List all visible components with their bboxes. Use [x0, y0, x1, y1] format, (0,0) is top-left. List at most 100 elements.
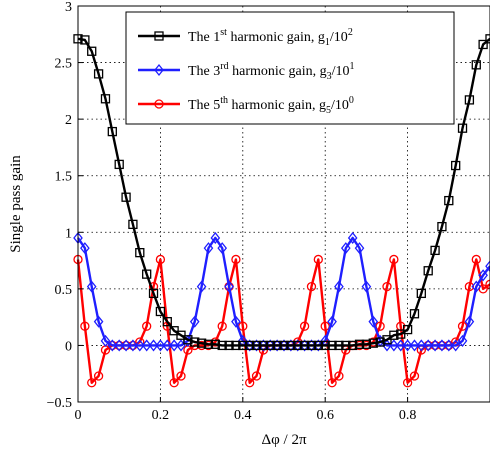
y-tick-label: −0.5 [47, 396, 72, 411]
data-point-circle [169, 378, 179, 388]
data-point-square [258, 340, 269, 351]
data-point-square [162, 317, 172, 327]
x-tick-label: 0.2 [152, 408, 170, 423]
data-point-square [354, 339, 365, 349]
data-point-diamond [443, 339, 454, 352]
data-point-diamond [485, 260, 490, 273]
data-point-square [402, 324, 413, 335]
data-point-diamond [134, 339, 145, 352]
data-point-diamond [402, 339, 413, 352]
legend-entry: The 5th harmonic gain, g5/100 [138, 95, 354, 116]
data-point-square [327, 340, 337, 351]
data-point-circle [142, 321, 152, 331]
data-point-diamond [224, 280, 234, 293]
data-point-circle [154, 99, 164, 109]
data-point-square [279, 340, 289, 351]
x-tick-label: 0.6 [316, 408, 334, 423]
data-point-diamond [395, 339, 406, 352]
series-line [76, 258, 490, 384]
data-point-diamond [210, 231, 221, 244]
data-point-square [87, 46, 97, 56]
data-point-diamond [93, 315, 104, 328]
data-point-diamond [416, 339, 427, 352]
data-point-square [107, 126, 117, 137]
data-point-circle [80, 321, 90, 331]
data-point-circle [93, 371, 104, 381]
data-point-diamond [162, 339, 173, 352]
y-tick-label: 0.5 [55, 283, 73, 298]
legend-label: The 5th harmonic gain, g5/100 [188, 95, 354, 116]
data-point-circle [306, 281, 317, 292]
data-point-square [183, 335, 193, 345]
data-point-square [100, 94, 111, 104]
data-point-square [224, 340, 234, 351]
data-point-circle [382, 281, 392, 292]
data-point-square [217, 340, 227, 351]
data-point-diamond [437, 339, 447, 352]
data-point-square [210, 339, 220, 349]
series-1 [73, 34, 490, 351]
data-point-square [457, 123, 468, 133]
data-point-circle [327, 378, 337, 388]
data-point-square [485, 34, 490, 44]
data-point-circle [299, 321, 310, 331]
y-axis-label: Single pass gain [8, 155, 24, 253]
x-tick-label: 0.4 [234, 408, 252, 423]
legend-box [125, 11, 455, 125]
data-point-square [245, 340, 255, 351]
data-point-circle [313, 254, 323, 265]
data-point-square [286, 340, 296, 351]
data-point-square [471, 60, 481, 70]
data-point-square [155, 306, 166, 317]
data-point-diamond [154, 63, 164, 77]
data-point-square [272, 340, 282, 351]
data-point-square [478, 39, 488, 50]
data-point-diamond [457, 334, 468, 347]
data-point-square [430, 245, 440, 256]
data-point-square [375, 337, 385, 347]
plot-frame [77, 5, 490, 403]
data-point-diamond [148, 339, 159, 352]
data-point-diamond [471, 280, 482, 293]
data-point-square [348, 340, 358, 351]
data-point-diamond [121, 339, 131, 352]
data-point-diamond [86, 280, 97, 293]
data-point-circle [155, 254, 166, 265]
data-point-square [142, 269, 152, 279]
x-axis-label: Δφ / 2π [261, 432, 306, 448]
data-point-diamond [114, 339, 125, 352]
data-point-square [148, 288, 159, 299]
x-tick-label: 0 [75, 408, 82, 423]
data-point-diamond [155, 339, 166, 352]
axis-ticks: 0 0.2 0.4 0.6 0.8−0.500.511.522.53 [47, 0, 417, 423]
data-point-diamond [354, 242, 365, 255]
data-point-square [299, 340, 310, 351]
legend-label: The 1st harmonic gain, g1/102 [188, 27, 353, 48]
data-point-square [196, 338, 207, 348]
data-point-circle [87, 378, 97, 388]
data-point-square [251, 340, 262, 351]
data-point-square [80, 35, 90, 45]
data-point-circle [251, 371, 262, 381]
data-point-diamond [478, 269, 488, 282]
data-point-square [416, 288, 426, 299]
data-point-circle [471, 254, 481, 265]
data-point-square [334, 340, 344, 351]
data-point-diamond [80, 242, 90, 255]
data-point-square [93, 69, 104, 79]
y-tick-label: 2 [65, 113, 72, 128]
data-point-square [361, 339, 372, 349]
data-point-circle [231, 254, 241, 265]
legend-label: The 3rd harmonic gain, g3/101 [188, 61, 354, 82]
data-point-circle [334, 371, 344, 381]
legend: The 1st harmonic gain, g1/102 The 3rd har… [125, 11, 455, 125]
data-point-square [114, 159, 124, 170]
data-point-diamond [327, 315, 337, 328]
data-point-square [368, 338, 378, 348]
data-point-diamond [368, 315, 379, 328]
data-point-square [437, 221, 447, 232]
data-point-diamond [464, 315, 475, 328]
y-tick-label: 0 [65, 339, 72, 354]
data-point-diamond [196, 280, 207, 293]
